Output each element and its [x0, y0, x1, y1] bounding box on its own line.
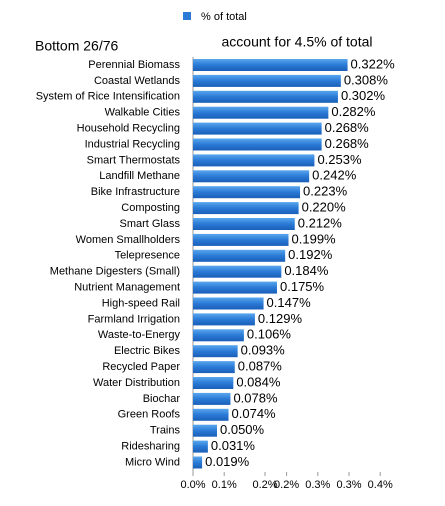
value-label: 0.031%: [211, 438, 256, 453]
value-label: 0.308%: [344, 72, 389, 87]
bar: [193, 90, 338, 103]
value-label: 0.147%: [267, 295, 312, 310]
value-label: 0.212%: [298, 215, 343, 230]
value-label: 0.282%: [331, 104, 376, 119]
y-tick-label: Nutrient Management: [74, 282, 180, 294]
y-tick-label: Smart Thermostats: [87, 154, 181, 166]
y-tick-label: Trains: [150, 425, 181, 437]
bar: [193, 361, 235, 374]
bar: [193, 424, 217, 437]
y-tick-label: Recycled Paper: [102, 361, 180, 373]
value-label: 0.087%: [238, 359, 283, 374]
value-label: 0.322%: [351, 56, 396, 71]
bar: [193, 154, 315, 167]
value-label: 0.175%: [280, 279, 325, 294]
value-label: 0.223%: [303, 184, 348, 199]
bar: [193, 138, 322, 151]
chart-title: Bottom 26/76: [35, 38, 118, 54]
legend-label: % of total: [201, 11, 247, 23]
y-tick-label: Farmland Irrigation: [88, 313, 180, 325]
y-tick-label: Ridesharing: [121, 441, 180, 453]
chart-subtitle: account for 4.5% of total: [222, 34, 373, 50]
value-label: 0.106%: [247, 327, 292, 342]
value-label: 0.242%: [312, 168, 357, 183]
bar: [193, 297, 264, 310]
value-label: 0.199%: [292, 231, 337, 246]
y-tick-label: Micro Wind: [125, 456, 180, 468]
bar: [193, 345, 238, 358]
bar: [193, 186, 301, 199]
value-label: 0.074%: [232, 406, 277, 421]
value-label: 0.192%: [288, 247, 333, 262]
bar: [193, 281, 277, 294]
y-tick-label: Waste-to-Energy: [98, 329, 181, 341]
bar: [193, 249, 286, 262]
y-tick-label: System of Rice Intensification: [36, 91, 180, 103]
y-tick-label: Industrial Recycling: [85, 138, 180, 150]
bar: [193, 218, 295, 230]
bar: [193, 59, 348, 71]
x-tick-label: 0.3%: [336, 479, 361, 491]
value-label: 0.302%: [341, 88, 386, 103]
value-label: 0.268%: [325, 136, 370, 151]
y-tick-label: Coastal Wetlands: [94, 75, 181, 87]
bar: [193, 170, 310, 183]
bar: [193, 106, 329, 119]
value-label: 0.220%: [302, 200, 347, 215]
bar: [193, 408, 229, 421]
legend-swatch: [183, 12, 191, 20]
bar: [193, 392, 231, 405]
bar: [193, 122, 322, 135]
value-label: 0.050%: [220, 422, 265, 437]
bar: [193, 329, 244, 342]
y-tick-label: Green Roofs: [118, 409, 181, 421]
x-tick-label: 0.0%: [180, 479, 205, 491]
value-label: 0.184%: [284, 263, 329, 278]
y-tick-label: Smart Glass: [119, 218, 180, 230]
value-label: 0.268%: [325, 120, 370, 135]
value-label: 0.078%: [233, 390, 278, 405]
bar: [193, 377, 234, 389]
y-tick-label: Landfill Methane: [99, 170, 180, 182]
x-tick-label: 0.2%: [252, 479, 277, 491]
value-label: 0.253%: [317, 152, 362, 167]
x-tick-label: 0.3%: [305, 479, 330, 491]
bar: [193, 233, 289, 246]
x-tick-label: 0.2%: [274, 479, 299, 491]
y-tick-label: High-speed Rail: [102, 297, 180, 309]
bar: [193, 265, 282, 278]
x-tick-label: 0.1%: [212, 479, 237, 491]
bar: [193, 313, 255, 326]
y-tick-label: Water Distribution: [93, 377, 180, 389]
bar: [193, 440, 208, 453]
x-tick-label: 0.4%: [368, 479, 393, 491]
bar: [193, 456, 203, 469]
y-tick-label: Walkable Cities: [105, 107, 181, 119]
y-tick-label: Household Recycling: [77, 123, 180, 135]
bar: [193, 202, 299, 215]
value-label: 0.093%: [241, 343, 286, 358]
y-tick-label: Electric Bikes: [114, 345, 181, 357]
y-tick-label: Composting: [121, 202, 180, 214]
bar: [193, 74, 341, 87]
y-tick-label: Telepresence: [115, 250, 180, 262]
y-tick-label: Methane Digesters (Small): [50, 266, 180, 278]
y-tick-label: Women Smallholders: [76, 234, 181, 246]
value-label: 0.084%: [236, 374, 281, 389]
value-label: 0.129%: [258, 311, 303, 326]
value-label: 0.019%: [205, 454, 250, 469]
y-tick-label: Bike Infrastructure: [91, 186, 180, 198]
y-tick-label: Biochar: [143, 393, 181, 405]
y-tick-label: Perennial Biomass: [88, 59, 180, 71]
